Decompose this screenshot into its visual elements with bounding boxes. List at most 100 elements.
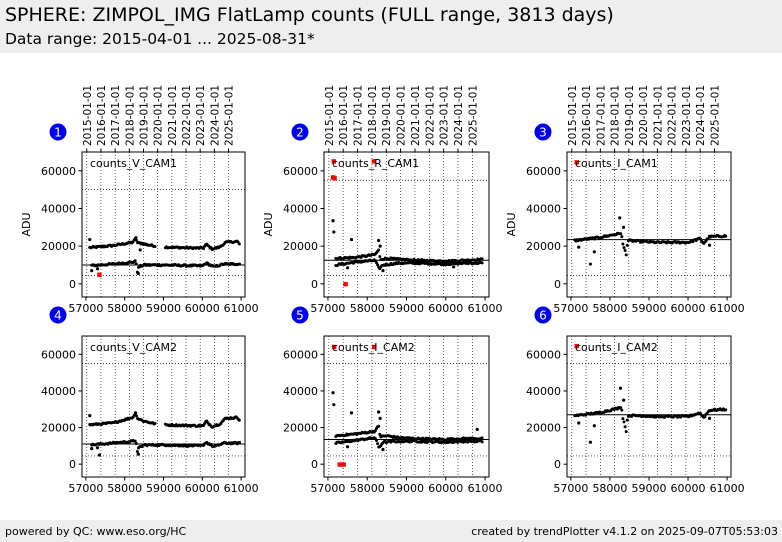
y-tick-label: 20000 [283,422,318,435]
top-date-label: 2017-01-01 [595,85,607,146]
outlier-point [337,462,342,467]
header-bar: SPHERE: ZIMPOL_IMG FlatLamp counts (FULL… [0,0,782,53]
panel-number-badge [534,306,552,324]
x-tick-label: 59000 [632,482,667,495]
y-axis-label: ADU [505,212,518,236]
footer-generator: created by trendPlotter v4.1.2 on 2025-0… [471,525,778,538]
data-point [237,242,241,246]
page-title: SPHERE: ZIMPOL_IMG FlatLamp counts (FULL… [5,4,614,26]
data-point [480,440,484,444]
x-tick-label: 60000 [185,302,220,315]
outlier-point [343,281,348,287]
top-date-label: 2021-01-01 [652,85,664,146]
data-point [619,406,623,410]
outlier-point [341,462,346,467]
panel-number: 5 [296,309,304,323]
data-point [381,269,385,273]
data-point [345,445,350,449]
series-label: counts_R_CAM1 [332,157,419,170]
top-date-label: 2016-01-01 [338,85,350,146]
data-point [331,219,335,223]
outlier-point [332,344,337,350]
x-tick-label: 57000 [68,302,103,315]
data-point [153,244,157,248]
y-tick-label: 20000 [283,240,318,253]
data-range-subtitle: Data range: 2015-04-01 ... 2025-08-31* [5,30,315,48]
top-date-label: 2015-01-01 [567,85,579,146]
x-tick-label: 58000 [592,482,627,495]
data-point [378,244,382,248]
top-date-label: 2023-01-01 [439,85,451,146]
data-point [624,253,628,257]
top-date-label: 2023-01-01 [681,85,693,146]
panel-number: 4 [54,309,62,323]
data-point [134,262,138,266]
top-date-label: 2025-01-01 [467,85,479,146]
data-point [624,430,628,434]
y-tick-label: 40000 [283,385,318,398]
y-tick-label: 60000 [41,348,76,361]
y-tick-label: 0 [69,278,76,291]
x-tick-label: 59000 [146,482,181,495]
x-tick-label: 60000 [185,482,220,495]
panel-number-badge [49,123,67,141]
data-point [707,243,712,247]
data-point [349,237,354,242]
data-point [332,230,336,234]
data-point [625,418,629,422]
data-point [703,415,707,419]
y-tick-label: 0 [554,458,561,471]
y-axis-label: ADU [20,212,33,236]
data-point [95,446,100,450]
data-point [592,424,596,428]
plot-frame [566,335,732,478]
data-point [378,416,382,421]
data-point [378,255,382,259]
top-date-label: 2018-01-01 [610,85,622,146]
outlier-point [371,159,377,164]
series-label: counts_I_CAM1 [575,157,658,170]
data-point [90,269,94,273]
outlier-point [331,159,337,164]
data-point [331,391,335,395]
footer-bar: powered by QC: www.eso.org/HC created by… [0,520,782,542]
y-tick-label: 0 [69,458,76,471]
series-label: counts_V_CAM2 [90,341,177,354]
x-tick-label: 57000 [553,302,588,315]
data-point [135,449,139,453]
x-tick-label: 61000 [710,302,745,315]
data-point [134,414,138,418]
data-point [90,447,94,451]
data-point [133,439,137,443]
series-label: counts_I_CAM2 [575,341,658,354]
x-tick-label: 59000 [389,302,424,315]
chart-panel-4: 57000 58000 59000 60000 61000 0 20000 40000 6000… [41,306,259,495]
top-date-label: 2016-01-01 [96,85,108,146]
data-point [237,418,241,422]
y-tick-label: 40000 [41,202,76,215]
top-date-label: 2020-01-01 [638,85,650,146]
data-point [376,263,380,267]
data-point [724,408,728,412]
y-tick-label: 20000 [526,240,561,253]
data-point [480,257,484,261]
data-point [588,440,593,444]
panel-number: 1 [54,126,62,140]
top-date-label: 2017-01-01 [353,85,365,146]
plot-frame [81,151,246,298]
data-point [237,262,241,266]
data-point [376,442,380,446]
data-point [133,259,137,263]
y-axis-label: ADU [262,212,275,236]
data-point [577,421,581,425]
data-point [707,416,712,421]
top-date-label: 2019-01-01 [624,85,636,146]
outlier-point [332,176,337,181]
data-point [623,425,627,429]
y-tick-label: 60000 [283,165,318,178]
top-date-label: 2024-01-01 [695,85,707,146]
top-date-label: 2022-01-01 [424,85,436,146]
panel-number-badge [291,123,309,141]
data-point [592,250,596,254]
x-tick-label: 57000 [310,302,345,315]
